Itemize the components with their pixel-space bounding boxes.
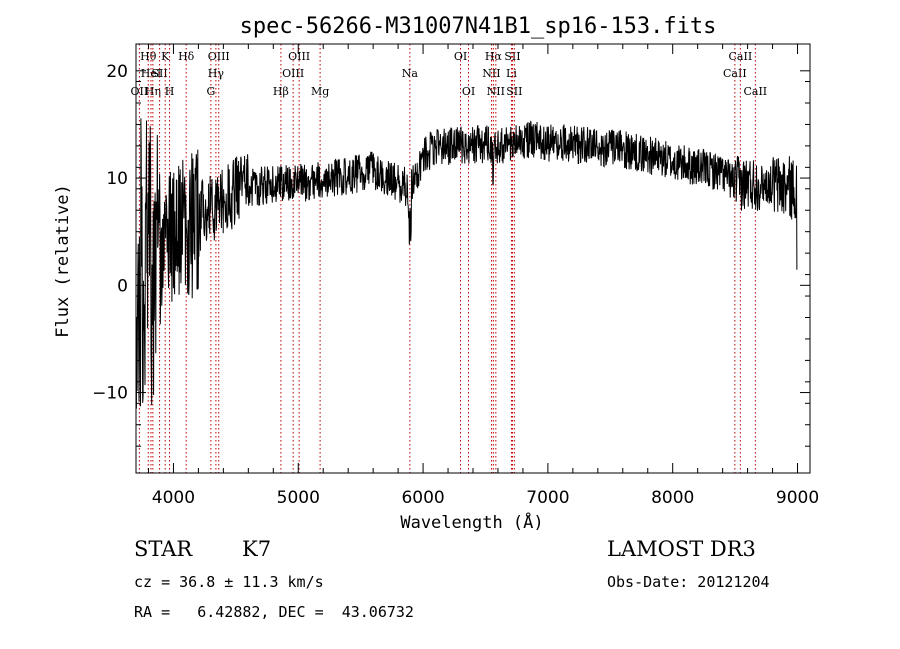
spectral-line-label: Na: [402, 67, 419, 80]
spectral-line-label: Mg: [311, 85, 329, 98]
spectral-line-label: H: [165, 85, 175, 98]
spectral-line-label: Hη: [145, 85, 161, 98]
x-tick-label: 9000: [776, 488, 819, 508]
coordinates: RA = 6.42882, DEC = 43.06732: [134, 603, 414, 621]
spectral-line-label: NII: [482, 67, 500, 80]
object-class: STAR: [134, 537, 193, 561]
spectral-line-label: CaII: [729, 50, 753, 63]
spectral-line-label: Hδ: [178, 50, 195, 63]
spectral-line-label: Hα: [485, 50, 503, 63]
y-tick-label: 20: [106, 62, 128, 82]
chart-title: spec-56266-M31007N41B1_sp16-153.fits: [240, 14, 717, 39]
x-tick-label: 5000: [277, 488, 320, 508]
spectral-line-label: Hβ: [273, 85, 289, 98]
spectral-line-label: OII: [131, 85, 149, 98]
spectral-line-label: Li: [506, 67, 517, 80]
spectral-line-label: OI: [462, 85, 475, 98]
x-tick-label: 4000: [152, 488, 195, 508]
spectral-line-label: CaII: [743, 85, 767, 98]
spectral-line-label: HeI: [141, 67, 161, 80]
spectral-line-label: OIII: [288, 50, 310, 63]
y-axis-label: Flux (relative): [53, 184, 73, 338]
spectral-line-markers: OII Hθ HeI Hη SII K H Hδ G Hγ OIII Hβ OIII OIII Mg Na OI…: [131, 44, 767, 473]
x-tick-label: 8000: [651, 488, 694, 508]
spectral-line-label: CaII: [723, 67, 747, 80]
axis-ticks: 4000 5000 6000 7000 8000 9000 −10 0 10 20: [92, 44, 819, 508]
spectral-line-label: Hθ: [140, 50, 157, 63]
redshift-readout: cz = 36.8 ± 11.3 km/s: [134, 573, 324, 591]
spectral-line-label: OIII: [208, 50, 230, 63]
spectral-line-label: K: [161, 50, 170, 63]
spectral-line-label: NII: [487, 85, 505, 98]
spectral-line-label: G: [206, 85, 215, 98]
x-tick-label: 6000: [401, 488, 444, 508]
spectral-line-label: SII: [151, 67, 167, 80]
y-tick-label: 10: [106, 169, 128, 189]
spectral-line-label: OI: [454, 50, 467, 63]
y-tick-label: −10: [92, 384, 128, 404]
survey-name: LAMOST DR3: [607, 537, 756, 561]
obs-date: Obs-Date: 20121204: [607, 573, 770, 591]
plot-frame: [135, 43, 811, 474]
spectral-line-label: Hγ: [208, 67, 225, 80]
x-tick-label: 7000: [526, 488, 569, 508]
x-axis-label: Wavelength (Å): [400, 511, 543, 533]
spectrum-line: [135, 118, 798, 409]
spectral-line-label: SII: [504, 50, 520, 63]
spectral-line-label: OIII: [282, 67, 304, 80]
spectral-line-label: SII: [506, 85, 522, 98]
y-tick-label: 0: [117, 276, 128, 296]
spectral-subclass: K7: [242, 537, 272, 561]
